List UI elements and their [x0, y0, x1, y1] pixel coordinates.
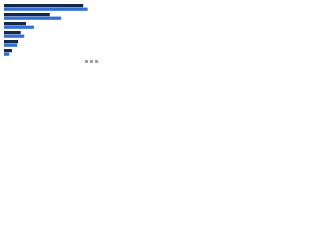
bar: [4, 34, 25, 38]
page: (() => { const data = JSON.parse(documen…: [0, 0, 320, 71]
icon[interactable]: [85, 60, 88, 63]
bar: [4, 43, 18, 47]
bar: [4, 4, 84, 8]
icon[interactable]: [90, 60, 93, 63]
bar: [4, 25, 34, 29]
bar: [4, 52, 10, 56]
bar: [4, 40, 19, 44]
bar: [4, 16, 62, 20]
chart: [0, 0, 100, 71]
bar: [4, 31, 21, 35]
icons: [85, 60, 98, 63]
icon[interactable]: [95, 60, 98, 63]
bar: [4, 22, 26, 26]
bar: [4, 49, 12, 53]
bar: [4, 13, 50, 17]
bar: [4, 7, 88, 11]
